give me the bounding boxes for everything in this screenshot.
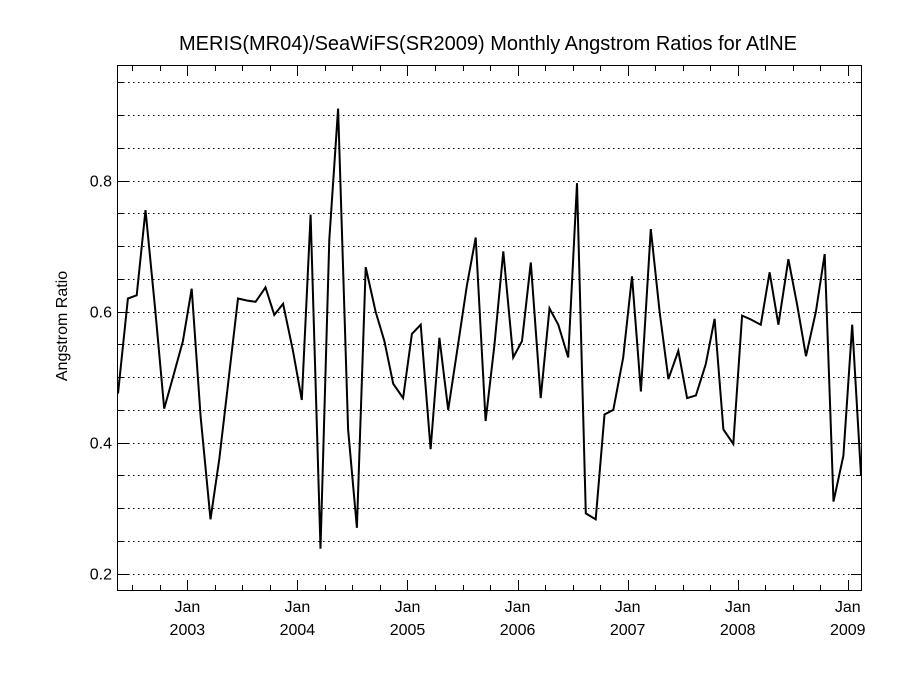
plot-frame [117, 65, 862, 591]
series-line [117, 108, 862, 549]
x-tick-label-month: Jan [505, 599, 531, 616]
chart-title: MERIS(MR04)/SeaWiFS(SR2009) Monthly Angs… [179, 33, 797, 55]
tick-labels: 0.2 0.4 0.6 0.8 Jan 2003 Jan 2004 Jan 2005 Jan 2006… [90, 174, 866, 639]
axis-ticks [118, 66, 861, 590]
x-tick-label-year: 2003 [170, 622, 206, 639]
y-tick-label: 0.4 [90, 436, 112, 453]
x-tick-label-month: Jan [395, 599, 421, 616]
plot-series [117, 108, 862, 549]
x-tick-label-year: 2005 [390, 622, 426, 639]
x-tick-label-year: 2008 [720, 622, 756, 639]
x-tick-label-year: 2009 [830, 622, 866, 639]
y-tick-label: 0.6 [90, 305, 112, 322]
x-tick-label-month: Jan [285, 599, 311, 616]
x-tick-label-month: Jan [615, 599, 641, 616]
gridlines [118, 82, 861, 575]
x-tick-label-year: 2006 [500, 622, 536, 639]
x-tick-label-year: 2004 [280, 622, 316, 639]
x-tick-label-month: Jan [835, 599, 861, 616]
x-tick-label-year: 2007 [610, 622, 646, 639]
x-tick-label-month: Jan [725, 599, 751, 616]
y-tick-label: 0.2 [90, 567, 112, 584]
y-axis-label: Angstrom Ratio [54, 271, 71, 381]
x-tick-label-month: Jan [174, 599, 200, 616]
y-tick-label: 0.8 [90, 174, 112, 191]
